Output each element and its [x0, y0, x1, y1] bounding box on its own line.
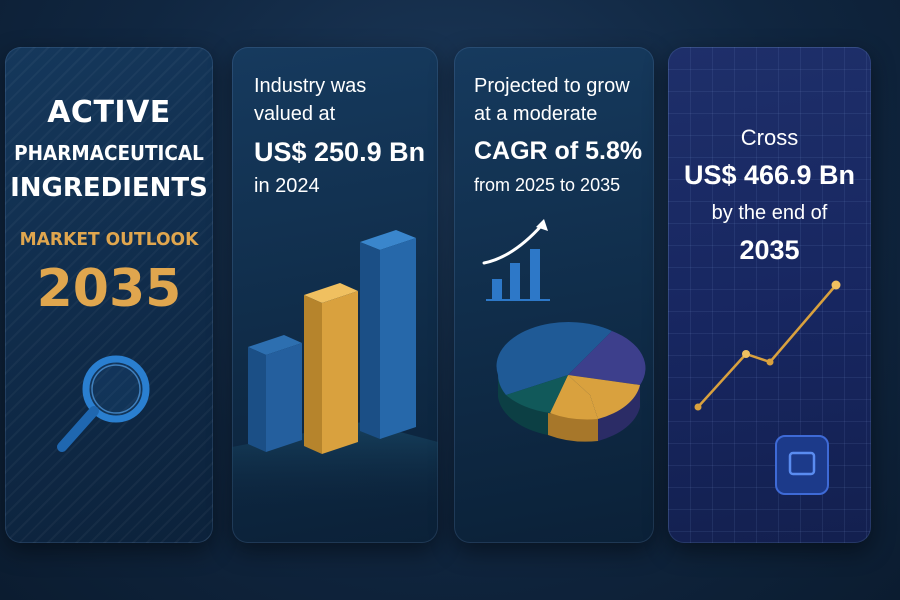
forecast-year: 2035	[739, 235, 800, 265]
line-chart-graphic	[694, 280, 841, 411]
cagr-value: CAGR of 5.8%	[474, 137, 643, 165]
pie-slice-blue	[496, 322, 612, 375]
pie-slice-gold	[568, 375, 640, 419]
bar-2	[304, 283, 358, 454]
market-outlook-label: MARKET OUTLOOK	[19, 229, 199, 250]
growth-bar-icon	[482, 219, 550, 301]
bar-3	[360, 230, 416, 439]
forecast-value: US$ 466.9 Bn	[683, 160, 856, 190]
valuation-line-2: valued at	[254, 103, 336, 125]
magnifying-glass-icon	[57, 355, 150, 452]
title-line-1: ACTIVE	[47, 95, 171, 130]
valuation-value: US$ 250.9 Bn	[254, 137, 426, 167]
3d-bar-chart-graphic	[232, 230, 438, 517]
forecast-line-3: by the end of	[711, 202, 828, 224]
cagr-card: Projected to grow at a moderate CAGR of …	[454, 47, 654, 543]
cagr-line-2: at a moderate	[474, 103, 598, 125]
chip-icon	[775, 435, 829, 495]
cagr-period: from 2025 to 2035	[474, 175, 621, 195]
forecast-line-1: Cross	[740, 125, 799, 150]
title-card: ACTIVE PHARMACEUTICAL INGREDIENTS MARKET…	[5, 47, 213, 543]
pie-slice-purple	[568, 331, 646, 385]
title-line-3: INGREDIENTS	[10, 173, 208, 203]
pie-slice-gold-2	[550, 375, 598, 420]
cagr-line-1: Projected to grow	[474, 75, 630, 97]
outlook-year: 2035	[36, 259, 182, 319]
bar-1	[248, 335, 302, 452]
valuation-year: in 2024	[254, 175, 320, 197]
title-line-2: PHARMACEUTICAL	[14, 141, 204, 165]
forecast-card: Cross US$ 466.9 Bn by the end of 2035	[668, 47, 871, 543]
valuation-card: Industry was valued at US$ 250.9 Bn in 2…	[232, 47, 438, 543]
pie-slice-blue-left	[498, 375, 568, 395]
pie-slice-teal	[506, 375, 568, 413]
3d-pie-chart	[496, 322, 646, 442]
valuation-line-1: Industry was	[254, 75, 367, 97]
